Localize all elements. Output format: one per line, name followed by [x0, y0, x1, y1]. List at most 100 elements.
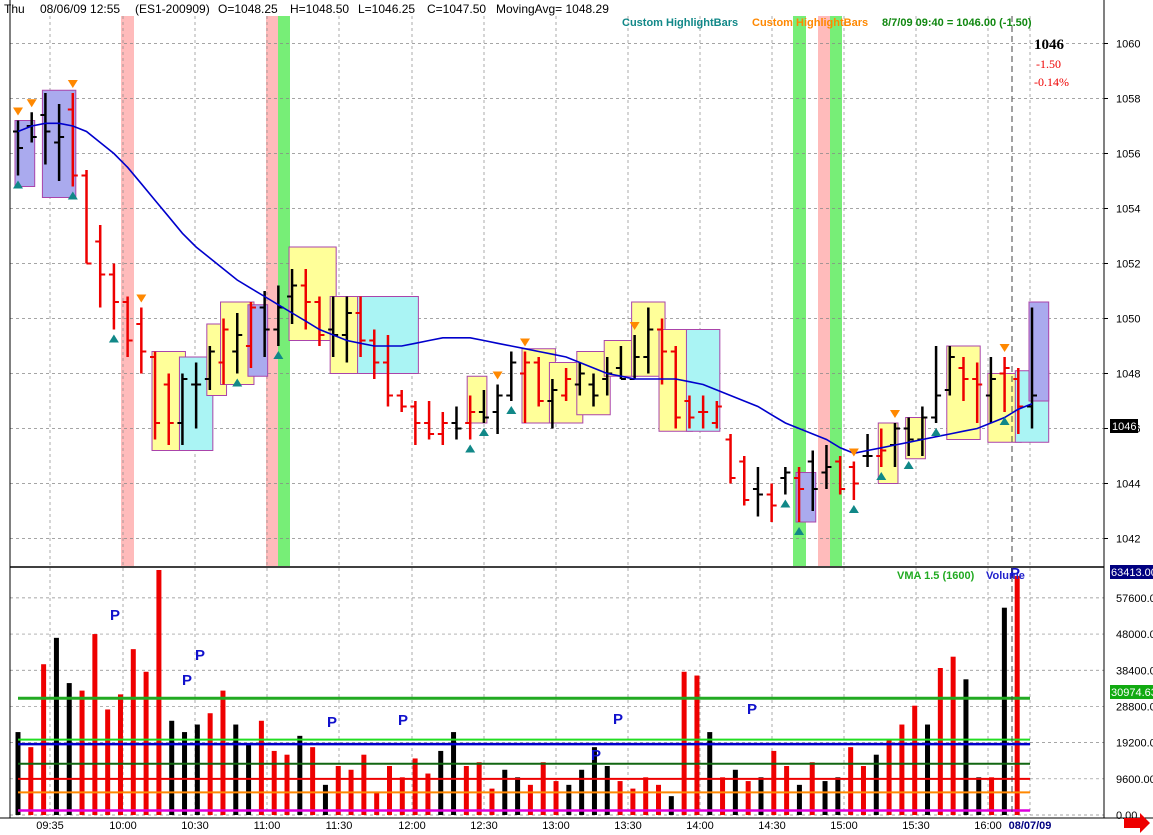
time-tick-label: 12:30	[470, 820, 498, 832]
volume-tick-label: 28800.00	[1116, 701, 1153, 713]
volume-bar	[566, 784, 572, 815]
time-tick-label: 12:00	[398, 820, 426, 832]
pivot-label: P	[182, 672, 192, 689]
volume-bar	[899, 724, 905, 815]
volume-bar	[591, 747, 597, 815]
sell-triangle-icon	[848, 448, 859, 457]
price-tick-label: 1050	[1116, 314, 1140, 326]
sell-triangle-icon	[492, 371, 503, 380]
highlight-box	[247, 304, 269, 377]
volume-bar	[617, 781, 623, 815]
pivot-label: P	[591, 747, 601, 764]
price-bars	[13, 93, 1037, 522]
volume-label: Volume	[986, 570, 1025, 582]
legend-highlight-2: Custom HighlightBars	[752, 17, 868, 29]
header-symbol: (ES1-200909)	[135, 2, 210, 16]
last-volume-marker-bg	[1110, 565, 1153, 579]
buy-triangle-icon	[67, 191, 78, 200]
time-tick-label: 08/07/09	[1009, 820, 1052, 832]
volume-tick-label: 48000.00	[1116, 629, 1153, 641]
buy-triangle-icon	[506, 406, 517, 414]
volume-bar	[527, 784, 533, 815]
buy-triangle-icon	[232, 378, 243, 387]
volume-bar	[271, 750, 277, 815]
volume-bar	[169, 720, 175, 815]
volume-bar	[310, 747, 316, 815]
volume-bar	[361, 754, 367, 815]
pivot-label: P	[398, 712, 408, 729]
volume-bar	[771, 750, 777, 815]
buy-triangle-icon	[465, 444, 476, 453]
time-tick-label: 15:00	[830, 820, 858, 832]
pivot-label: P	[110, 607, 120, 624]
buy-triangle-icon	[876, 472, 887, 480]
volume-bar	[53, 637, 59, 815]
quote-last: 1046	[1034, 37, 1065, 53]
volume-bar	[105, 709, 111, 815]
sell-triangle-icon	[136, 294, 147, 303]
header-moving-avg: MovingAvg= 1048.29	[496, 2, 609, 16]
volume-bar	[950, 656, 956, 815]
volume-bar	[848, 747, 854, 815]
volume-bar	[476, 762, 482, 815]
buy-triangle-icon	[108, 334, 119, 343]
price-axis-marker: 1046	[1112, 421, 1136, 433]
volume-bar	[322, 784, 328, 815]
volume-bar	[912, 705, 918, 815]
volume-bar	[886, 739, 892, 815]
header-datetime: 08/06/09 12:55	[40, 2, 120, 16]
volume-tick-label: 57600.00	[1116, 593, 1153, 605]
volume-tick-label: 19200.00	[1116, 738, 1153, 750]
vma-marker: 30974.63	[1111, 687, 1153, 699]
highlight-box	[1028, 301, 1050, 402]
volume-bar	[809, 762, 815, 815]
header-close: C=1047.50	[427, 2, 486, 16]
header-high: H=1048.50	[290, 2, 349, 16]
volume-bar	[412, 758, 418, 815]
volume-bar	[425, 773, 431, 815]
volume-bar	[463, 766, 469, 815]
volume-bar	[822, 781, 828, 815]
volume-bar	[66, 683, 72, 815]
time-tick-label: 13:30	[614, 820, 642, 832]
legend-status: 8/7/09 09:40 = 1046.00 (-1.50)	[882, 17, 1032, 29]
volume-bar	[656, 784, 662, 815]
price-tick-label: 1058	[1116, 94, 1140, 106]
time-tick-label: 11:30	[326, 820, 353, 832]
buy-triangle-icon	[478, 428, 489, 436]
time-tick-label: 10:00	[109, 820, 137, 832]
volume-bar	[438, 750, 444, 815]
volume-bar	[399, 777, 405, 815]
volume-bar	[117, 694, 123, 815]
sell-triangle-icon	[67, 80, 78, 88]
buy-triangle-icon	[13, 180, 23, 189]
quote-change-pct: -0.14%	[1034, 75, 1069, 89]
buy-triangle-icon	[999, 417, 1010, 425]
volume-bar	[258, 720, 264, 815]
price-axis-marker-bg	[1110, 419, 1138, 433]
volume-bar	[784, 766, 790, 815]
time-tick-label: 09:35	[36, 820, 64, 832]
volume-bar	[15, 732, 21, 815]
price-tick-label: 1052	[1116, 259, 1140, 271]
pivot-label: P	[613, 711, 623, 728]
volume-bar	[835, 777, 841, 815]
time-tick-label: 16:00	[974, 820, 1002, 832]
volume-bar	[630, 788, 636, 815]
buy-triangle-icon	[780, 499, 791, 508]
volume-tick-label: 9600.00	[1116, 774, 1153, 786]
highlight-bands	[121, 16, 842, 566]
pivot-label: P	[1010, 565, 1020, 582]
buy-triangle-icon	[273, 351, 284, 359]
volume-bar	[553, 781, 559, 815]
scroll-right-icon[interactable]	[1124, 813, 1150, 833]
volume-bar	[451, 732, 457, 815]
vma-marker-bg	[1110, 685, 1153, 699]
volume-bar	[668, 796, 674, 815]
volume-bar	[963, 679, 969, 815]
volume-bar	[386, 766, 392, 815]
last-volume-marker: 63413.00	[1111, 567, 1153, 579]
sell-triangle-icon	[13, 107, 23, 116]
